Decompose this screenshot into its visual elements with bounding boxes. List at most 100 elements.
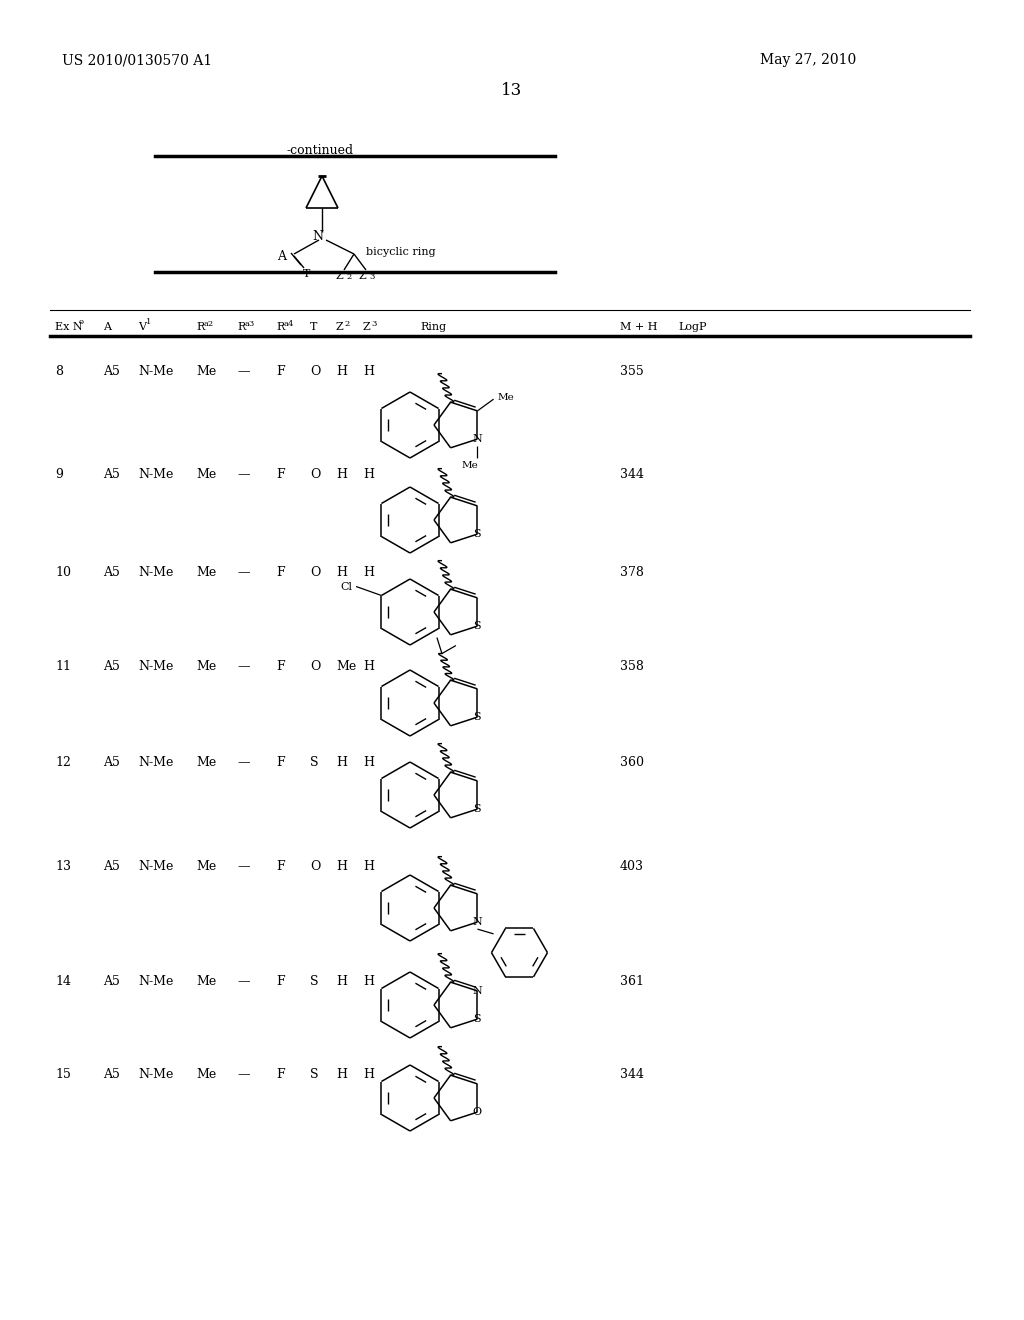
Text: H: H	[336, 366, 347, 378]
Text: 10: 10	[55, 566, 71, 579]
Text: A5: A5	[103, 366, 120, 378]
Text: S: S	[473, 711, 481, 722]
Text: 360: 360	[620, 756, 644, 770]
Text: S: S	[473, 804, 481, 814]
Text: —: —	[237, 469, 250, 480]
Text: F: F	[276, 975, 285, 987]
Text: —: —	[237, 861, 250, 873]
Text: 14: 14	[55, 975, 71, 987]
Text: F: F	[276, 366, 285, 378]
Text: H: H	[362, 756, 374, 770]
Text: N-Me: N-Me	[138, 366, 173, 378]
Text: A: A	[103, 322, 111, 333]
Text: 344: 344	[620, 1068, 644, 1081]
Text: Me: Me	[498, 392, 514, 401]
Text: 358: 358	[620, 660, 644, 673]
Text: Me: Me	[196, 366, 216, 378]
Text: 11: 11	[55, 660, 71, 673]
Text: bicyclic ring: bicyclic ring	[366, 247, 435, 257]
Text: May 27, 2010: May 27, 2010	[760, 53, 856, 67]
Text: A5: A5	[103, 861, 120, 873]
Text: R: R	[237, 322, 246, 333]
Text: —: —	[237, 366, 250, 378]
Text: O: O	[310, 660, 321, 673]
Text: Me: Me	[196, 566, 216, 579]
Text: A5: A5	[103, 975, 120, 987]
Text: O: O	[310, 469, 321, 480]
Text: Z: Z	[336, 322, 344, 333]
Text: F: F	[276, 861, 285, 873]
Text: Me: Me	[196, 756, 216, 770]
Text: S: S	[473, 529, 481, 539]
Text: N-Me: N-Me	[138, 1068, 173, 1081]
Text: N: N	[472, 917, 482, 927]
Text: F: F	[276, 1068, 285, 1081]
Text: H: H	[336, 1068, 347, 1081]
Text: S: S	[310, 756, 318, 770]
Text: F: F	[276, 469, 285, 480]
Text: 3: 3	[369, 273, 375, 281]
Text: F: F	[276, 660, 285, 673]
Text: F: F	[276, 566, 285, 579]
Text: Me: Me	[196, 975, 216, 987]
Text: —: —	[237, 1068, 250, 1081]
Text: Ring: Ring	[420, 322, 446, 333]
Text: S: S	[310, 975, 318, 987]
Text: M + H: M + H	[620, 322, 657, 333]
Text: 9: 9	[55, 469, 62, 480]
Text: a3: a3	[245, 319, 255, 327]
Text: Me: Me	[196, 660, 216, 673]
Text: 361: 361	[620, 975, 644, 987]
Text: -continued: -continued	[287, 144, 353, 157]
Text: 378: 378	[620, 566, 644, 579]
Text: H: H	[362, 861, 374, 873]
Text: H: H	[362, 469, 374, 480]
Text: S: S	[473, 622, 481, 631]
Text: T: T	[303, 269, 310, 279]
Text: 3: 3	[371, 319, 377, 327]
Text: H: H	[336, 566, 347, 579]
Text: O: O	[310, 861, 321, 873]
Text: 2: 2	[346, 273, 351, 281]
Text: H: H	[336, 975, 347, 987]
Text: 403: 403	[620, 861, 644, 873]
Text: Me: Me	[196, 861, 216, 873]
Text: Cl: Cl	[340, 582, 352, 591]
Text: N-Me: N-Me	[138, 566, 173, 579]
Text: —: —	[237, 756, 250, 770]
Text: A5: A5	[103, 660, 120, 673]
Text: 2: 2	[344, 319, 349, 327]
Text: a4: a4	[284, 319, 294, 327]
Text: —: —	[237, 566, 250, 579]
Text: Me: Me	[461, 461, 478, 470]
Text: O: O	[473, 1107, 482, 1117]
Text: H: H	[362, 975, 374, 987]
Text: 1: 1	[146, 318, 152, 326]
Text: S: S	[310, 1068, 318, 1081]
Text: H: H	[362, 660, 374, 673]
Text: a2: a2	[204, 319, 214, 327]
Text: Me: Me	[336, 660, 356, 673]
Text: N-Me: N-Me	[138, 469, 173, 480]
Text: Z: Z	[362, 322, 371, 333]
Text: —: —	[237, 975, 250, 987]
Text: 13: 13	[502, 82, 522, 99]
Text: F: F	[276, 756, 285, 770]
Text: H: H	[336, 756, 347, 770]
Text: H: H	[336, 861, 347, 873]
Text: 8: 8	[55, 366, 63, 378]
Text: Z: Z	[335, 271, 343, 281]
Text: H: H	[362, 1068, 374, 1081]
Text: N-Me: N-Me	[138, 660, 173, 673]
Text: H: H	[362, 566, 374, 579]
Text: o: o	[79, 318, 84, 326]
Text: N-Me: N-Me	[138, 975, 173, 987]
Text: 12: 12	[55, 756, 71, 770]
Text: N: N	[312, 230, 324, 243]
Text: O: O	[310, 566, 321, 579]
Text: —: —	[237, 660, 250, 673]
Text: N-Me: N-Me	[138, 756, 173, 770]
Text: N: N	[472, 986, 482, 995]
Text: LogP: LogP	[678, 322, 707, 333]
Text: T: T	[310, 322, 317, 333]
